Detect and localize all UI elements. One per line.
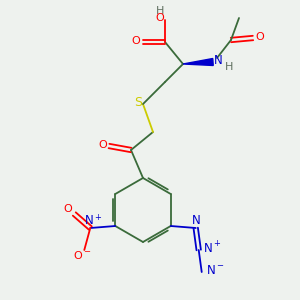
Text: O: O: [99, 140, 107, 150]
Text: H: H: [156, 6, 164, 16]
Text: O: O: [256, 32, 264, 42]
Text: N: N: [85, 214, 94, 227]
Text: O: O: [63, 204, 72, 214]
Text: N: N: [204, 242, 213, 254]
Polygon shape: [183, 58, 213, 65]
Text: N: N: [192, 214, 201, 227]
Text: N: N: [207, 263, 216, 277]
Text: +: +: [94, 212, 101, 221]
Text: S: S: [134, 95, 142, 109]
Text: −: −: [83, 248, 90, 256]
Text: +: +: [213, 239, 220, 248]
Text: O: O: [73, 251, 82, 261]
Text: H: H: [225, 62, 233, 72]
Text: O: O: [156, 13, 164, 23]
Text: −: −: [216, 262, 223, 271]
Text: N: N: [214, 55, 222, 68]
Text: O: O: [132, 36, 140, 46]
